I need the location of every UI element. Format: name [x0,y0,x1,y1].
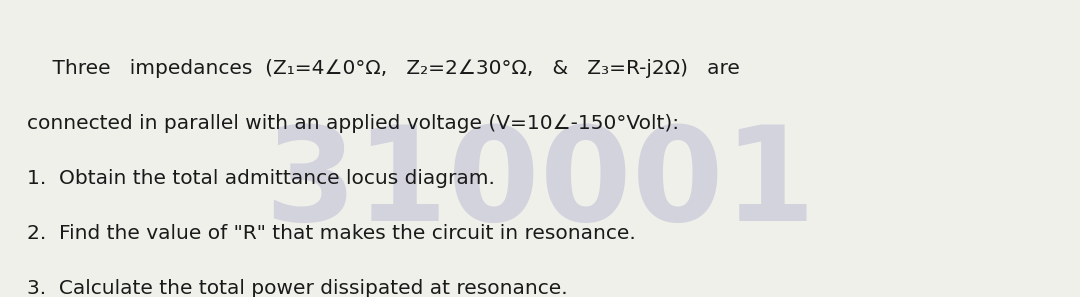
Text: 3.  Calculate the total power dissipated at resonance.: 3. Calculate the total power dissipated … [27,279,568,297]
Text: connected in parallel with an applied voltage (V=10∠-150°Volt):: connected in parallel with an applied vo… [27,114,679,133]
Text: Three   impedances  (Z₁=4∠0°Ω,   Z₂=2∠30°Ω,   &   Z₃=R-j2Ω)   are: Three impedances (Z₁=4∠0°Ω, Z₂=2∠30°Ω, &… [27,59,740,78]
Text: 1.  Obtain the total admittance locus diagram.: 1. Obtain the total admittance locus dia… [27,169,495,188]
Text: 2.  Find the value of "R" that makes the circuit in resonance.: 2. Find the value of "R" that makes the … [27,224,636,243]
Text: 310001: 310001 [265,121,815,248]
